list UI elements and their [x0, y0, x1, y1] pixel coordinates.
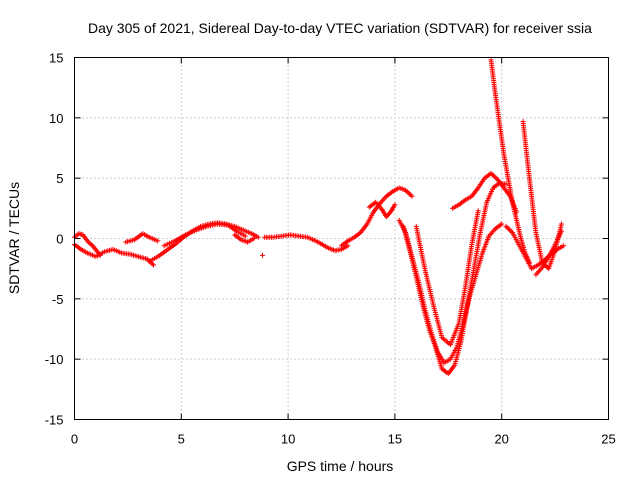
- satellite-track-6: [232, 232, 257, 245]
- y-tick-label: 5: [56, 171, 63, 186]
- data-point-marker: [475, 208, 481, 214]
- y-tick-label: 10: [49, 111, 63, 126]
- data-points: [72, 57, 567, 377]
- data-point-marker: [259, 252, 265, 258]
- satellite-track-12: [400, 180, 509, 377]
- satellite-track-13: [413, 208, 481, 348]
- x-axis-label: GPS time / hours: [287, 458, 394, 474]
- data-point-marker: [409, 193, 415, 199]
- y-axis-label: SDTVAR / TECUs: [6, 182, 22, 294]
- data-point-marker: [251, 236, 257, 241]
- data-point-marker: [559, 228, 565, 234]
- satellite-track-3: [123, 231, 161, 245]
- x-tick-label: 10: [281, 432, 295, 447]
- data-point-marker: [155, 238, 161, 244]
- data-point-marker: [151, 262, 157, 268]
- plot-frame: [74, 57, 609, 420]
- data-point-marker: [242, 233, 248, 239]
- satellite-track-10: [366, 199, 398, 220]
- data-point-marker: [255, 234, 261, 240]
- y-tick-label: -10: [45, 352, 64, 367]
- satellite-track-8: [262, 232, 351, 254]
- satellite-track-17: [520, 118, 565, 272]
- y-tick-label: -5: [52, 292, 64, 307]
- x-tick-label: 20: [494, 432, 508, 447]
- data-point-marker: [499, 221, 505, 227]
- satellite-track-5: [161, 221, 248, 249]
- satellite-track-9: [339, 185, 415, 249]
- data-point-marker: [392, 202, 398, 208]
- y-tick-label: 0: [56, 232, 63, 247]
- x-tick-label: 15: [388, 432, 402, 447]
- satellite-track-7: [259, 252, 265, 258]
- data-point-marker: [345, 243, 351, 249]
- satellite-track-18: [533, 228, 565, 278]
- y-tick-label: -15: [45, 413, 64, 428]
- data-point-marker: [97, 252, 103, 258]
- x-tick-label: 25: [601, 432, 615, 447]
- satellite-track-1: [72, 242, 157, 268]
- data-point-marker: [559, 221, 565, 227]
- x-tick-label: 5: [178, 432, 185, 447]
- satellite-track-15: [488, 57, 532, 266]
- satellite-track-14: [450, 170, 520, 215]
- chart-title: Day 305 of 2021, Sidereal Day-to-day VTE…: [88, 20, 592, 36]
- data-point-marker: [561, 243, 567, 249]
- x-tick-label: 0: [71, 432, 78, 447]
- y-tick-label: 15: [49, 51, 63, 66]
